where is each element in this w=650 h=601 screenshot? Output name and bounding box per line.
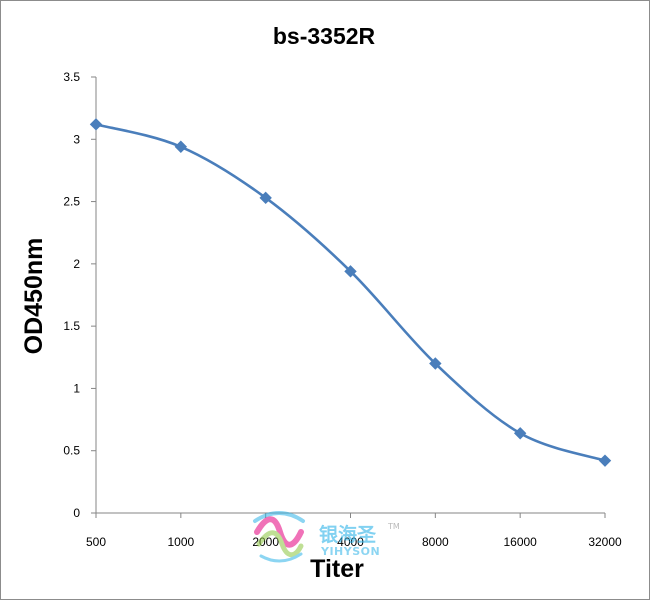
data-point-marker xyxy=(259,191,272,205)
y-tick-label: 2.5 xyxy=(63,195,80,209)
y-tick-label: 2 xyxy=(73,257,80,271)
data-point-marker xyxy=(513,427,527,440)
x-tick-label: 4000 xyxy=(337,535,364,549)
x-tick-label: 32000 xyxy=(588,535,622,549)
x-tick-label: 8000 xyxy=(422,535,449,549)
watermark-english-name: YIHYSON xyxy=(320,545,380,558)
x-axis xyxy=(95,512,606,518)
y-axis: 0 0.5 1 1.5 2 2.5 3 3.5 xyxy=(63,70,97,520)
data-point-marker xyxy=(598,454,612,467)
y-axis-title: OD450nm xyxy=(20,238,48,355)
watermark-trademark: TM xyxy=(387,522,400,531)
x-tick-label: 500 xyxy=(86,535,106,549)
y-tick-label: 0.5 xyxy=(63,444,80,458)
data-point-marker xyxy=(174,140,188,153)
x-tick-label: 16000 xyxy=(503,535,537,549)
watermark-chinese-name: 银海圣 xyxy=(319,523,377,546)
y-tick-label: 1.5 xyxy=(63,319,80,333)
data-point-marker xyxy=(89,118,103,131)
y-tick-label: 1 xyxy=(73,381,80,395)
yihyson-watermark: 银海圣 TM YIHYSON xyxy=(253,511,400,563)
data-series xyxy=(89,118,612,467)
yihyson-logo-icon xyxy=(253,511,305,563)
y-tick-label: 0 xyxy=(73,506,80,520)
y-tick-label: 3 xyxy=(73,132,80,146)
data-point-marker xyxy=(429,357,442,370)
chart-title: bs-3352R xyxy=(273,23,376,49)
y-tick-label: 3.5 xyxy=(63,70,80,84)
x-tick-label: 1000 xyxy=(167,535,194,549)
x-axis-title: Titer xyxy=(310,555,364,583)
series-line xyxy=(95,123,606,462)
data-point-marker xyxy=(344,265,357,278)
